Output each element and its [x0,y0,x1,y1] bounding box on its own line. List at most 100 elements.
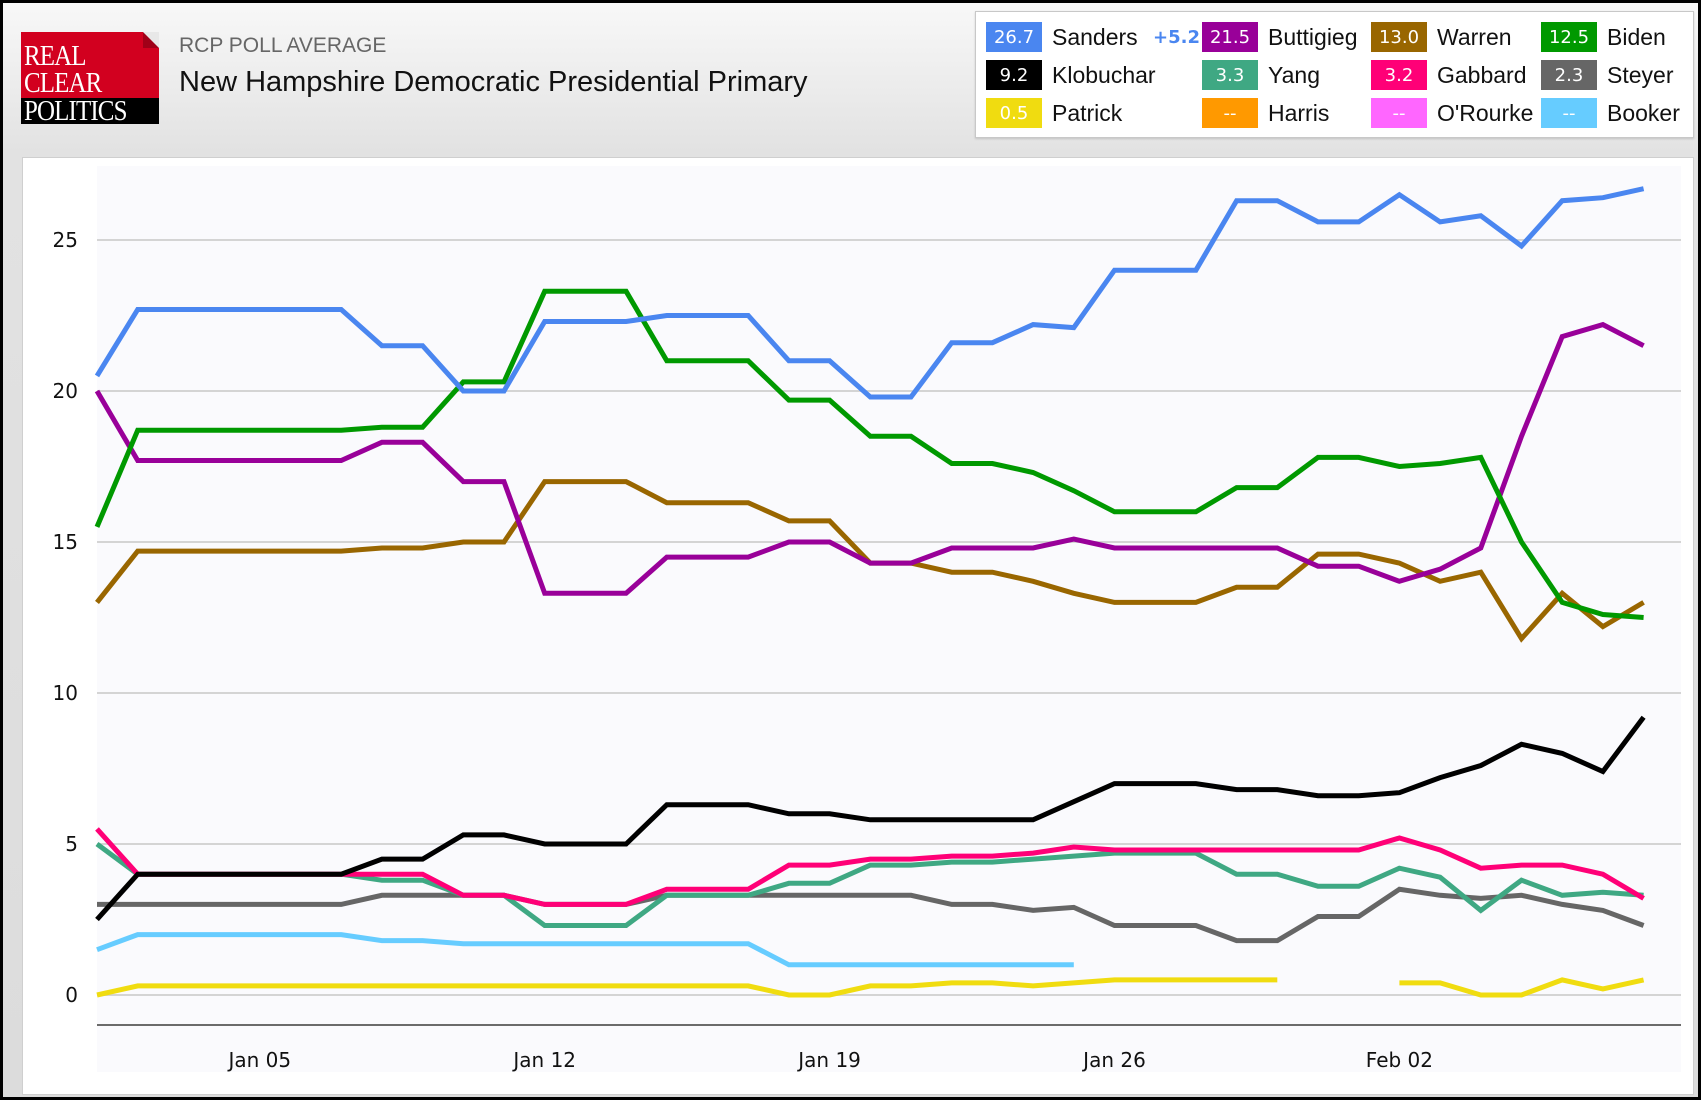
data-point-steyer[interactable] [867,892,873,898]
data-point-yang[interactable] [989,859,995,865]
data-point-warren[interactable] [1356,551,1362,557]
data-point-patrick[interactable] [1274,977,1280,983]
data-point-steyer[interactable] [1274,938,1280,944]
data-point-warren[interactable] [745,500,751,506]
legend-item-sanders[interactable]: 26.7 Sanders [986,22,1138,52]
data-point-steyer[interactable] [1396,886,1402,892]
data-point-biden[interactable] [1152,509,1158,515]
series-line-buttigieg[interactable] [94,321,1645,596]
series-gabbard[interactable] [94,826,1647,908]
data-point-biden[interactable] [1519,539,1525,545]
data-point-sanders[interactable] [867,394,873,400]
data-point-klobuchar[interactable] [867,817,873,823]
data-point-gabbard[interactable] [542,901,548,907]
data-point-warren[interactable] [827,518,833,524]
data-point-biden[interactable] [379,424,385,430]
data-point-klobuchar[interactable] [175,871,181,877]
data-point-steyer[interactable] [1234,938,1240,944]
data-point-steyer[interactable] [1600,907,1606,913]
data-point-steyer[interactable] [1193,923,1199,929]
legend-item-warren[interactable]: 13.0 Warren [1371,22,1512,52]
data-point-sanders[interactable] [989,340,995,346]
realclearpolitics-logo[interactable]: REAL CLEAR POLITICS [21,32,159,126]
data-point-gabbard[interactable] [460,892,466,898]
data-point-yang[interactable] [1559,892,1565,898]
data-point-biden[interactable] [786,397,792,403]
data-point-patrick[interactable] [1600,986,1606,992]
data-point-yang[interactable] [623,923,629,929]
data-point-booker[interactable] [949,962,955,968]
data-point-sanders[interactable] [1600,195,1606,201]
data-point-buttigieg[interactable] [1478,545,1484,551]
data-point-patrick[interactable] [908,983,914,989]
data-point-warren[interactable] [542,479,548,485]
data-point-yang[interactable] [1274,871,1280,877]
data-point-gabbard[interactable] [1437,847,1443,853]
series-line-klobuchar[interactable] [95,715,1646,922]
data-point-gabbard[interactable] [1478,865,1484,871]
data-point-booker[interactable] [623,941,629,947]
data-point-klobuchar[interactable] [1519,741,1525,747]
data-point-sanders[interactable] [338,306,344,312]
data-point-sanders[interactable] [216,306,222,312]
data-point-sanders[interactable] [1193,267,1199,273]
data-point-biden[interactable] [175,427,181,433]
data-point-yang[interactable] [379,877,385,883]
data-point-biden[interactable] [1193,509,1199,515]
data-point-booker[interactable] [745,941,751,947]
data-point-buttigieg[interactable] [1641,343,1647,349]
data-point-biden[interactable] [623,288,629,294]
data-point-klobuchar[interactable] [1071,799,1077,805]
data-point-buttigieg[interactable] [827,539,833,545]
data-point-gabbard[interactable] [1193,847,1199,853]
data-point-buttigieg[interactable] [542,590,548,596]
data-point-biden[interactable] [1600,611,1606,617]
data-point-sanders[interactable] [379,343,385,349]
data-point-sanders[interactable] [1030,322,1036,328]
data-point-steyer[interactable] [94,901,100,907]
data-point-klobuchar[interactable] [827,811,833,817]
data-point-yang[interactable] [1437,874,1443,880]
series-biden[interactable] [94,288,1647,620]
data-point-yang[interactable] [1478,907,1484,913]
data-point-booker[interactable] [705,941,711,947]
data-point-patrick[interactable] [1071,980,1077,986]
series-line-sanders[interactable] [94,186,1645,400]
data-point-buttigieg[interactable] [1356,563,1362,569]
data-point-warren[interactable] [664,500,670,506]
data-point-klobuchar[interactable] [1274,787,1280,793]
data-point-buttigieg[interactable] [1274,545,1280,551]
data-point-warren[interactable] [1071,590,1077,596]
data-point-biden[interactable] [1641,615,1647,621]
data-point-warren[interactable] [949,569,955,575]
data-point-gabbard[interactable] [664,886,670,892]
data-point-buttigieg[interactable] [745,554,751,560]
data-point-booker[interactable] [908,962,914,968]
data-point-yang[interactable] [664,892,670,898]
data-point-sanders[interactable] [1437,219,1443,225]
data-point-steyer[interactable] [1152,923,1158,929]
data-point-steyer[interactable] [257,901,263,907]
data-point-sanders[interactable] [1274,198,1280,204]
data-point-buttigieg[interactable] [664,554,670,560]
data-point-klobuchar[interactable] [1600,769,1606,775]
series-booker[interactable] [94,932,1077,968]
data-point-patrick[interactable] [1112,977,1118,983]
data-point-warren[interactable] [1152,599,1158,605]
data-point-booker[interactable] [1030,962,1036,968]
data-point-warren[interactable] [1112,599,1118,605]
data-point-klobuchar[interactable] [745,802,751,808]
data-point-sanders[interactable] [257,306,263,312]
data-point-steyer[interactable] [1478,895,1484,901]
data-point-klobuchar[interactable] [1396,790,1402,796]
data-point-warren[interactable] [94,599,100,605]
data-point-patrick[interactable] [705,983,711,989]
data-point-buttigieg[interactable] [94,388,100,394]
data-point-warren[interactable] [1396,560,1402,566]
data-point-sanders[interactable] [827,358,833,364]
data-point-biden[interactable] [1112,509,1118,515]
data-point-klobuchar[interactable] [1112,781,1118,787]
data-point-sanders[interactable] [1112,267,1118,273]
data-point-booker[interactable] [501,941,507,947]
data-point-booker[interactable] [338,932,344,938]
